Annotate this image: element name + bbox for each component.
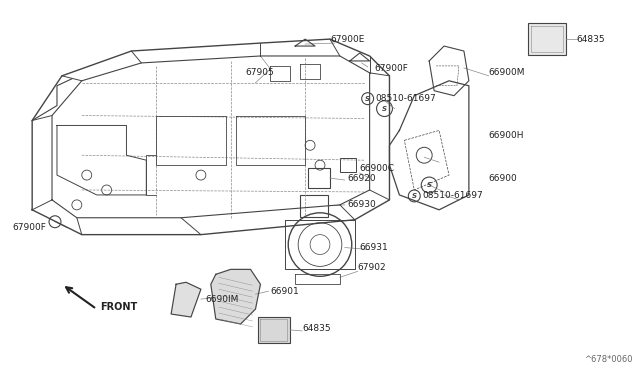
Text: 67905: 67905: [246, 68, 275, 77]
Text: 66900: 66900: [489, 174, 518, 183]
Text: 67900F: 67900F: [374, 64, 408, 73]
Text: S: S: [427, 182, 431, 188]
Text: 66930: 66930: [348, 201, 376, 209]
Text: 67902: 67902: [358, 263, 387, 272]
Text: 64835: 64835: [302, 324, 331, 333]
Text: 08510-61697: 08510-61697: [422, 192, 483, 201]
Text: 6690lM: 6690lM: [206, 295, 239, 304]
FancyBboxPatch shape: [259, 317, 290, 343]
Text: 64835: 64835: [576, 35, 605, 44]
Text: 66900H: 66900H: [489, 131, 524, 140]
Text: 66900M: 66900M: [489, 68, 525, 77]
Text: ^678*0060: ^678*0060: [584, 355, 633, 364]
Text: 66900C: 66900C: [360, 164, 395, 173]
Text: 66920: 66920: [348, 174, 376, 183]
Text: 66931: 66931: [360, 243, 388, 252]
Text: S: S: [412, 193, 417, 199]
Text: 67900E: 67900E: [330, 35, 364, 44]
Text: FRONT: FRONT: [100, 302, 137, 312]
Text: 08510-61697: 08510-61697: [376, 94, 436, 103]
Text: 66901: 66901: [270, 287, 299, 296]
Polygon shape: [211, 269, 260, 324]
Polygon shape: [171, 282, 201, 317]
Text: 67900F: 67900F: [12, 223, 46, 232]
Text: S: S: [365, 96, 370, 102]
Text: S: S: [382, 106, 387, 112]
FancyBboxPatch shape: [529, 23, 566, 55]
